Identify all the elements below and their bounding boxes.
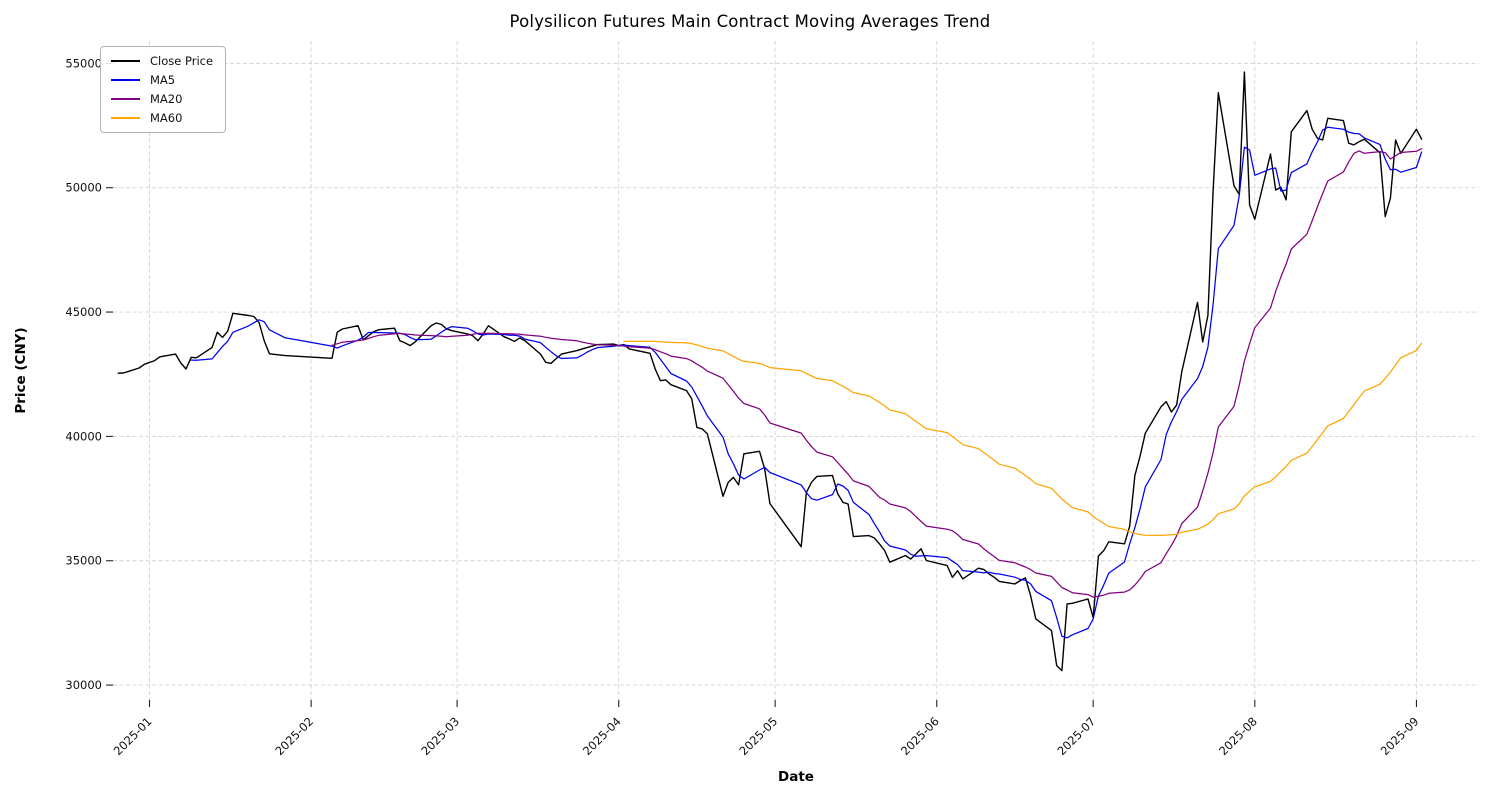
x-tick-label: 2025-06 — [898, 714, 942, 758]
x-tick-label: 2025-02 — [272, 714, 316, 758]
y-tick-label: 50000 — [65, 181, 102, 195]
legend-item-ma5: MA5 — [111, 73, 213, 87]
ma60-line — [623, 340, 1423, 537]
chart-title: Polysilicon Futures Main Contract Moving… — [509, 12, 991, 31]
x-tick-label: 2025-01 — [111, 714, 155, 758]
legend: Close Price MA5 MA20 MA60 — [100, 46, 227, 133]
x-tick-label: 2025-09 — [1378, 714, 1422, 758]
legend-item-close-price: Close Price — [111, 54, 213, 68]
x-tick-label: 2025-04 — [580, 714, 624, 758]
legend-label: Close Price — [150, 54, 214, 68]
ma20-line — [331, 148, 1423, 598]
legend-line-swatch — [111, 79, 140, 81]
legend-label: MA5 — [150, 73, 176, 87]
x-tick-label: 2025-08 — [1216, 714, 1260, 758]
legend-line-swatch — [111, 98, 140, 100]
legend-item-ma20: MA20 — [111, 92, 213, 106]
y-tick-label: 55000 — [65, 56, 102, 70]
y-tick-label: 30000 — [65, 678, 102, 692]
y-tick-label: 35000 — [65, 554, 102, 568]
x-tick-label: 2025-03 — [418, 714, 462, 758]
close-price-line — [117, 71, 1423, 672]
x-axis-label: Date — [778, 769, 814, 785]
legend-label: MA20 — [150, 92, 183, 106]
legend-line-swatch — [111, 60, 140, 62]
ma5-line — [190, 126, 1423, 639]
y-tick-label: 45000 — [65, 305, 102, 319]
x-tick-label: 2025-07 — [1054, 714, 1098, 758]
legend-item-ma60: MA60 — [111, 111, 213, 125]
y-axis-label: Price (CNY) — [13, 327, 29, 413]
legend-line-swatch — [111, 117, 140, 119]
legend-label: MA60 — [150, 111, 183, 125]
x-tick-label: 2025-05 — [736, 714, 780, 758]
y-tick-label: 40000 — [65, 429, 102, 443]
